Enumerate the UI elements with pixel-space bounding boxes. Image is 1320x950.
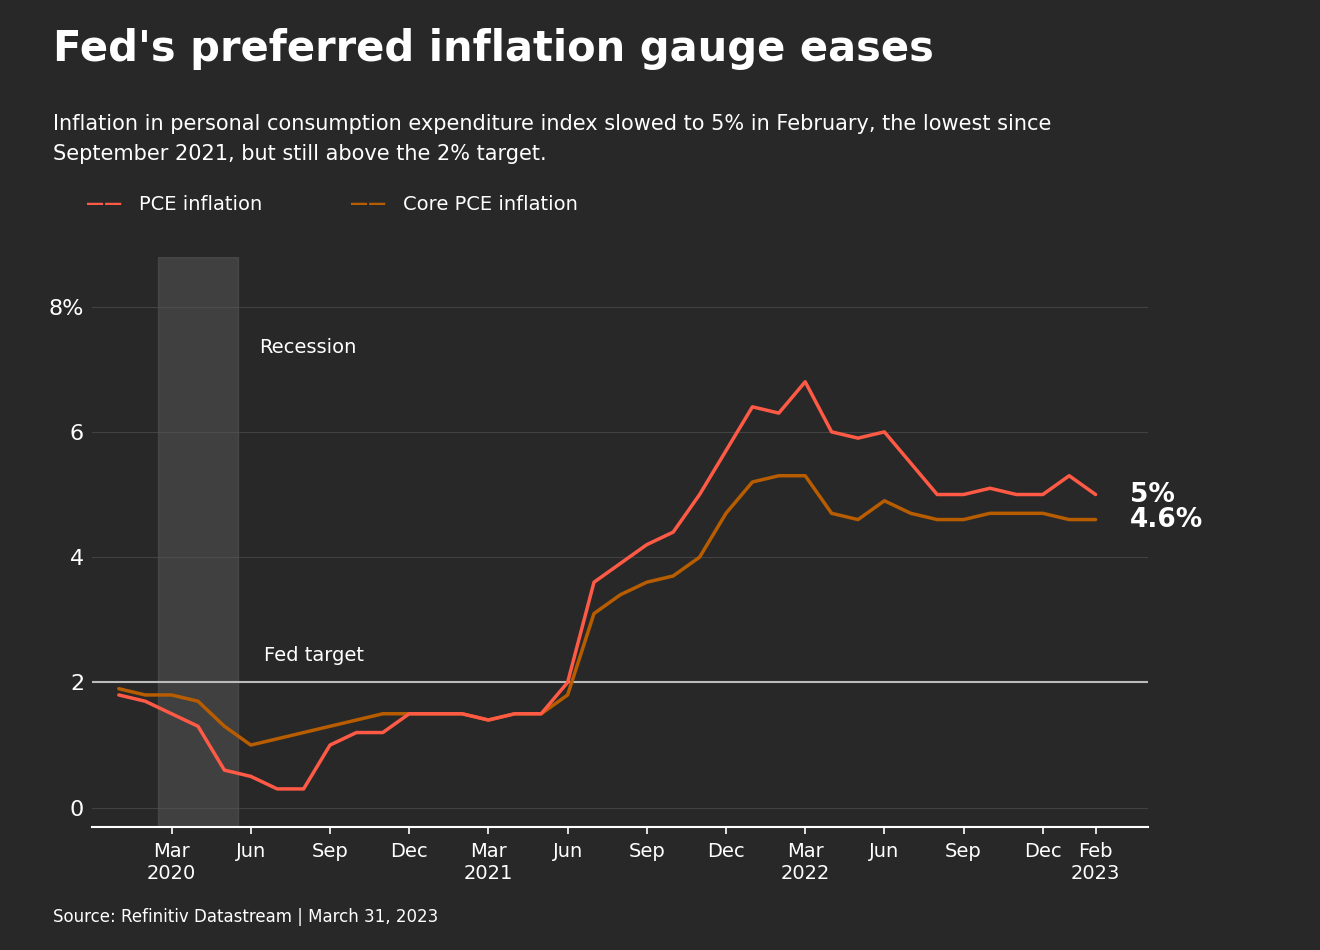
Text: Fed's preferred inflation gauge eases: Fed's preferred inflation gauge eases [53, 28, 933, 70]
Text: 5%: 5% [1130, 482, 1175, 507]
Text: Source: Refinitiv Datastream | March 31, 2023: Source: Refinitiv Datastream | March 31,… [53, 908, 438, 926]
Text: 4.6%: 4.6% [1130, 506, 1203, 533]
Text: Inflation in personal consumption expenditure index slowed to 5% in February, th: Inflation in personal consumption expend… [53, 114, 1051, 163]
Text: ——: —— [350, 196, 385, 213]
Text: ——: —— [86, 196, 121, 213]
Text: Fed target: Fed target [264, 645, 364, 664]
Bar [158, 256, 238, 826]
Text: PCE inflation: PCE inflation [139, 195, 261, 214]
Text: Core PCE inflation: Core PCE inflation [403, 195, 577, 214]
Text: Recession: Recession [259, 338, 356, 357]
